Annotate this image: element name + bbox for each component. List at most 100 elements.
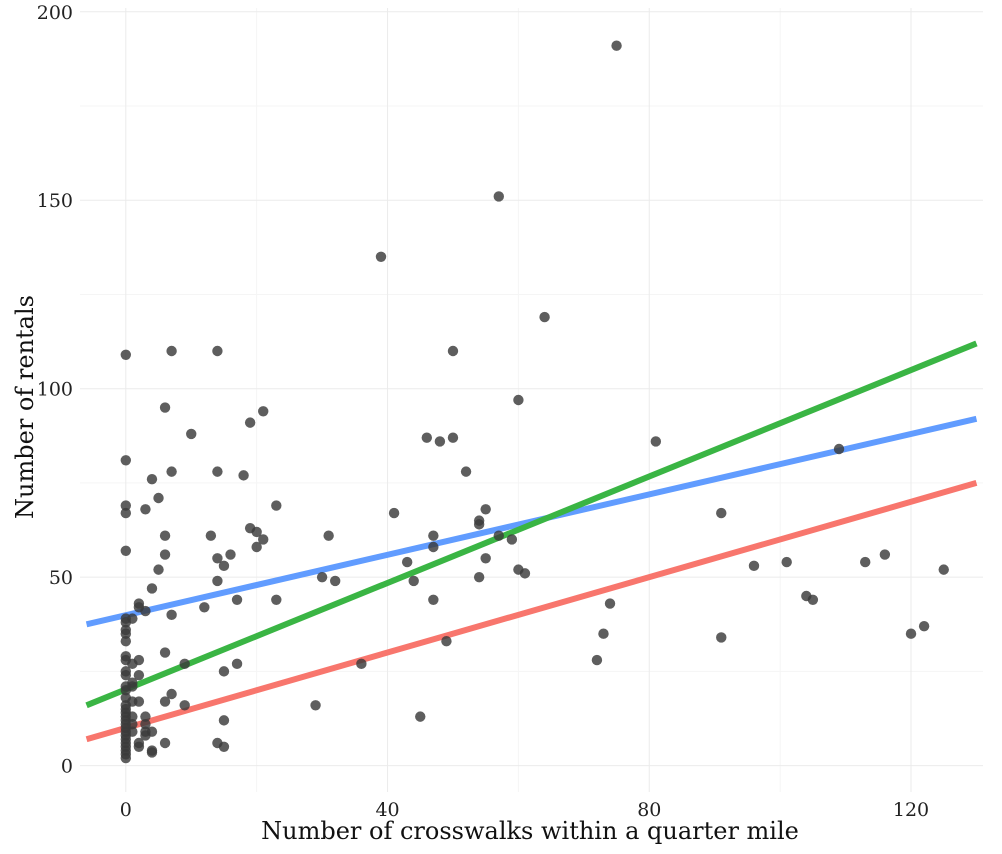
data-point: [356, 658, 367, 670]
data-point: [748, 560, 760, 572]
y-axis-ticks: 0 50 100 150 200: [37, 2, 73, 778]
data-point: [329, 575, 341, 587]
scatter-points: [120, 40, 949, 764]
data-point: [879, 549, 891, 560]
data-point: [447, 345, 459, 357]
data-point: [716, 507, 727, 519]
data-point: [231, 594, 243, 605]
data-point: [120, 455, 132, 466]
data-point: [388, 507, 400, 519]
data-point: [127, 726, 138, 737]
data-point: [591, 654, 603, 666]
data-point: [401, 556, 413, 568]
data-point: [127, 718, 138, 730]
data-point: [434, 436, 446, 447]
data-point: [205, 530, 217, 541]
data-point: [428, 594, 439, 605]
x-tick-label: 120: [893, 799, 929, 821]
data-point: [120, 636, 132, 647]
data-point: [611, 40, 622, 51]
data-point: [218, 741, 230, 752]
data-point: [218, 715, 230, 726]
data-point: [140, 718, 151, 730]
data-point: [428, 541, 439, 553]
trend-line: [85, 340, 978, 709]
data-point: [428, 530, 439, 541]
data-point: [918, 620, 930, 632]
data-point: [127, 711, 138, 722]
data-point: [225, 549, 236, 560]
data-point: [408, 575, 419, 587]
data-point: [539, 311, 550, 323]
data-point: [231, 658, 243, 670]
data-point: [807, 594, 819, 605]
data-point: [251, 526, 262, 538]
data-point: [186, 428, 197, 440]
data-point: [140, 504, 151, 515]
y-tick-label: 200: [37, 2, 73, 24]
data-point: [140, 605, 151, 617]
major-grid: [80, 8, 983, 792]
data-point: [146, 726, 158, 737]
data-point: [166, 688, 177, 700]
data-point: [938, 564, 949, 575]
data-point: [310, 700, 321, 711]
data-point: [598, 628, 609, 639]
data-point: [133, 669, 145, 681]
data-point: [120, 669, 132, 681]
data-point: [473, 571, 485, 583]
data-point: [199, 602, 210, 613]
y-axis-title: Number of rentals: [11, 295, 39, 519]
data-point: [251, 541, 262, 553]
data-point: [258, 534, 269, 545]
data-point: [159, 530, 171, 541]
data-point: [212, 575, 223, 587]
data-point: [120, 349, 132, 360]
data-point: [316, 571, 328, 583]
data-point: [120, 507, 132, 519]
data-point: [421, 432, 433, 443]
data-point: [159, 696, 171, 707]
data-point: [133, 741, 145, 752]
x-axis-title: Number of crosswalks within a quarter mi…: [261, 817, 799, 845]
data-point: [604, 598, 616, 609]
data-point: [127, 681, 138, 692]
data-point: [238, 470, 249, 481]
data-point: [127, 613, 138, 624]
data-point: [166, 345, 177, 357]
data-point: [166, 609, 177, 621]
data-point: [120, 628, 132, 639]
data-point: [833, 443, 845, 455]
data-point: [212, 466, 223, 477]
data-point: [905, 628, 917, 639]
data-point: [506, 534, 518, 545]
data-point: [375, 251, 387, 262]
data-point: [166, 466, 177, 477]
data-point: [244, 417, 256, 428]
data-point: [133, 654, 145, 666]
data-point: [179, 700, 190, 711]
data-point: [480, 553, 491, 564]
data-point: [146, 747, 158, 758]
data-point: [153, 492, 164, 504]
data-point: [146, 583, 158, 594]
data-point: [179, 658, 190, 670]
data-point: [218, 666, 230, 677]
data-point: [513, 394, 524, 406]
data-point: [650, 436, 662, 447]
trend-lines: [85, 340, 978, 743]
data-point: [441, 636, 452, 647]
data-point: [447, 432, 459, 443]
data-point: [133, 696, 145, 707]
x-tick-label: 0: [120, 799, 132, 821]
y-tick-label: 0: [61, 756, 73, 778]
data-point: [140, 711, 151, 722]
x-axis-ticks: 0 40 80 120: [120, 799, 929, 821]
data-point: [480, 504, 491, 515]
data-point: [860, 556, 871, 568]
data-point: [212, 345, 223, 357]
data-point: [493, 191, 504, 202]
data-point: [323, 530, 334, 541]
